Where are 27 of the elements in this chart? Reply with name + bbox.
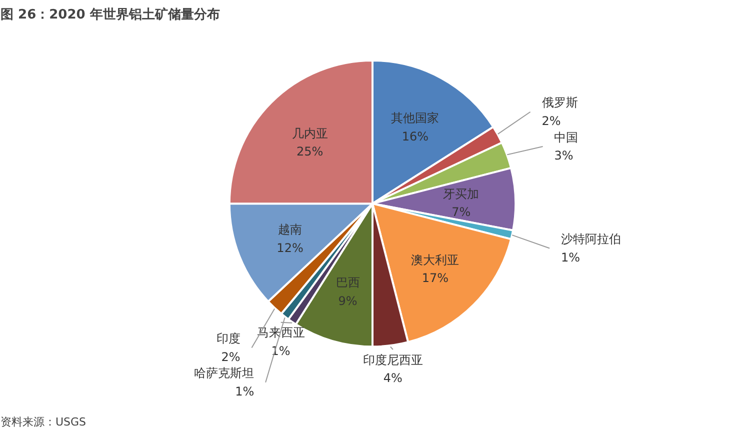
data-label: 17% (422, 271, 449, 286)
slice-label: 中国 (554, 130, 578, 144)
data-label: 25% (296, 144, 324, 159)
data-label: 9% (338, 294, 358, 308)
text: 资料来源：USGS (0, 416, 86, 428)
data-label: 12% (276, 240, 304, 255)
slice-label: 巴西 (336, 275, 360, 290)
slice-label: 马来西亚 (256, 326, 305, 340)
slice-label: 俄罗斯 (542, 96, 578, 110)
slice-label: 几内亚 (292, 126, 328, 140)
data-label: 2% (221, 350, 240, 364)
data-label: 3% (554, 148, 574, 163)
slice-label: 其他国家 (391, 111, 440, 126)
slice-label: 印度 (216, 332, 240, 346)
slice-label: 牙买加 (443, 186, 480, 201)
data-label: 1% (235, 384, 254, 399)
slice-label: 印度尼西亚 (362, 352, 423, 367)
data-label: 7% (452, 205, 471, 220)
slice-label: 哈萨克斯坦 (194, 366, 254, 380)
data-label: 4% (383, 371, 402, 386)
slice-label: 沙特阿拉伯 (561, 232, 621, 246)
slice-label: 澳大利亚 (411, 252, 460, 267)
data-label: 1% (561, 250, 580, 264)
slice-label: 越南 (278, 222, 302, 237)
data-label: 16% (402, 129, 429, 144)
chart-title: 图 26：2020 年世界铝土矿储量分布 (0, 6, 220, 22)
data-label: 2% (542, 114, 561, 128)
